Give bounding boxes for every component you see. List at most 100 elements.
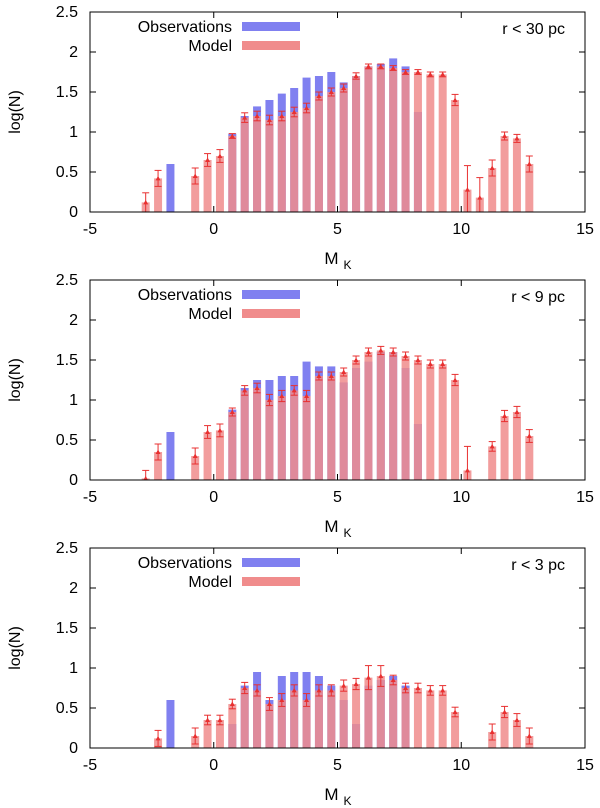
model-bar: [401, 72, 410, 212]
legend-swatch: [242, 309, 300, 318]
model-bar: [253, 116, 262, 212]
plot-frame: [89, 279, 586, 481]
chart-panel-3: -5 0 5 10 15 0 0.5 1 1.5 2 2.5 log(N) M Kr < 3 pc Obse…: [7, 540, 594, 808]
y-tick-label: 2.5: [56, 4, 78, 21]
model-bar: [488, 168, 497, 212]
model-point-marker: [514, 717, 520, 722]
model-bar: [327, 92, 336, 212]
x-tick-label: 15: [576, 757, 594, 774]
model-point-marker: [502, 413, 508, 418]
model-point-marker: [440, 71, 446, 77]
x-axis-label: M: [324, 785, 338, 804]
observation-bar: [166, 700, 175, 748]
legend-swatch: [242, 290, 300, 299]
y-tick-label: 1.5: [56, 352, 78, 369]
x-tick-label: -5: [83, 757, 97, 774]
model-point-marker: [489, 165, 495, 170]
legend-swatch: [242, 22, 300, 31]
model-bar: [277, 396, 286, 480]
model-point-marker: [440, 687, 446, 693]
model-bar: [228, 704, 237, 748]
model-point-marker: [526, 433, 532, 438]
model-bar: [290, 112, 299, 212]
model-bar: [228, 136, 237, 212]
legend-label: Observations: [138, 287, 232, 304]
model-point-marker: [279, 697, 285, 702]
model-point-marker: [266, 397, 272, 402]
model-point-marker: [328, 373, 334, 378]
model-point-marker: [365, 675, 371, 680]
x-tick-label: 5: [333, 221, 342, 238]
model-bar: [389, 680, 398, 748]
model-point-marker: [390, 349, 396, 354]
model-bar: [215, 156, 224, 212]
model-bar: [191, 176, 200, 212]
model-bar: [339, 685, 348, 748]
model-point-marker: [143, 199, 149, 205]
legend-swatch: [242, 41, 300, 50]
model-point-marker: [427, 71, 433, 77]
chart-panel-2: -5 0 5 10 15 0 0.5 1 1.5 2 2.5 log(N) M Kr < 9 pc Obse…: [7, 272, 594, 540]
model-point-marker: [291, 109, 297, 114]
model-point-marker: [254, 113, 260, 118]
model-point-marker: [378, 347, 384, 353]
y-tick-label: 0.5: [56, 700, 78, 717]
model-bar: [376, 66, 385, 213]
model-point-marker: [353, 73, 359, 78]
model-bar: [512, 720, 521, 748]
model-bar: [240, 390, 249, 480]
y-tick-label: 0.5: [56, 432, 78, 449]
model-point-marker: [365, 349, 371, 354]
model-bar: [203, 432, 212, 480]
x-axis-label: M: [324, 517, 338, 536]
model-point-marker: [304, 105, 310, 110]
model-point-marker: [217, 427, 223, 433]
model-bar: [488, 446, 497, 480]
model-bar: [413, 360, 422, 480]
model-point-marker: [155, 449, 161, 454]
model-point-marker: [254, 385, 260, 390]
legend-label: Observations: [138, 19, 232, 36]
model-point-marker: [502, 709, 508, 714]
model-point-marker: [205, 717, 211, 722]
model-point-marker: [526, 161, 532, 166]
legend-swatch: [242, 558, 300, 567]
model-point-marker: [205, 157, 211, 162]
model-point-marker: [205, 429, 211, 434]
x-tick-label: 10: [452, 221, 470, 238]
model-point-marker: [328, 89, 334, 94]
observation-bar: [166, 164, 175, 212]
y-tick-label: 2: [69, 44, 78, 61]
legend-label: Model: [188, 306, 232, 323]
model-bar: [277, 700, 286, 748]
model-bar: [352, 684, 361, 748]
model-point-marker: [365, 63, 371, 69]
model-bar: [364, 66, 373, 213]
model-point-marker: [390, 65, 396, 70]
x-tick-label: 10: [452, 757, 470, 774]
model-bar: [389, 68, 398, 212]
model-bar: [401, 688, 410, 748]
model-bar: [525, 164, 534, 212]
model-point-marker: [229, 409, 235, 414]
model-bar: [339, 372, 348, 480]
model-bar: [512, 138, 521, 212]
model-point-marker: [266, 701, 272, 706]
model-point-marker: [378, 63, 384, 69]
model-bar: [401, 356, 410, 480]
model-bar: [253, 690, 262, 748]
model-point-marker: [514, 135, 520, 141]
y-tick-label: 0: [69, 204, 78, 221]
model-bar: [451, 380, 460, 480]
model-bar: [240, 117, 249, 212]
model-point-marker: [291, 687, 297, 693]
model-bar: [438, 364, 447, 480]
y-tick-label: 0: [69, 740, 78, 757]
model-bar: [327, 376, 336, 480]
model-point-marker: [353, 357, 359, 362]
x-tick-label: 10: [452, 489, 470, 506]
model-point-marker: [390, 677, 396, 682]
model-point-marker: [266, 117, 272, 122]
legend-swatch: [242, 577, 300, 586]
plot-frame: [89, 547, 586, 749]
